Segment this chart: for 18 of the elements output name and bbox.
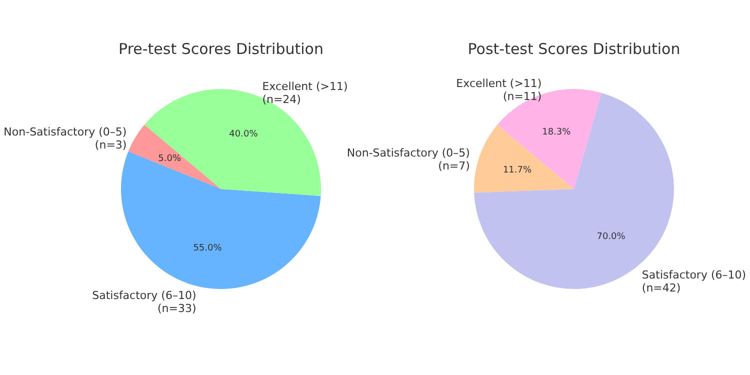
pie-slice [121,152,321,289]
pie-slice [474,124,574,193]
data-label: 5.0% [158,154,182,164]
slice-label: Satisfactory (6–10) (n=33) [92,289,196,316]
pie-slice [128,124,221,189]
chart-title: Post-test Scores Distribution [468,40,680,58]
data-label: 70.0% [596,232,626,242]
slice-label: Non-Satisfactory (0–5) (n=3) [4,125,127,152]
data-label: 55.0% [193,243,222,254]
slice-label: Satisfactory (6–10) (n=42) [642,268,746,295]
chart-title: Pre-test Scores Distribution [118,40,324,58]
slice-label: Excellent (>11) (n=24) [262,80,348,106]
data-label: 11.7% [502,166,532,176]
pie-slice [497,89,602,189]
slice-label: Non-Satisfactory (0–5) (n=7) [346,146,470,172]
data-label: 18.3% [542,128,572,138]
slice-label: Excellent (>11) (n=11) [456,76,542,103]
data-label: 40.0% [229,129,258,140]
